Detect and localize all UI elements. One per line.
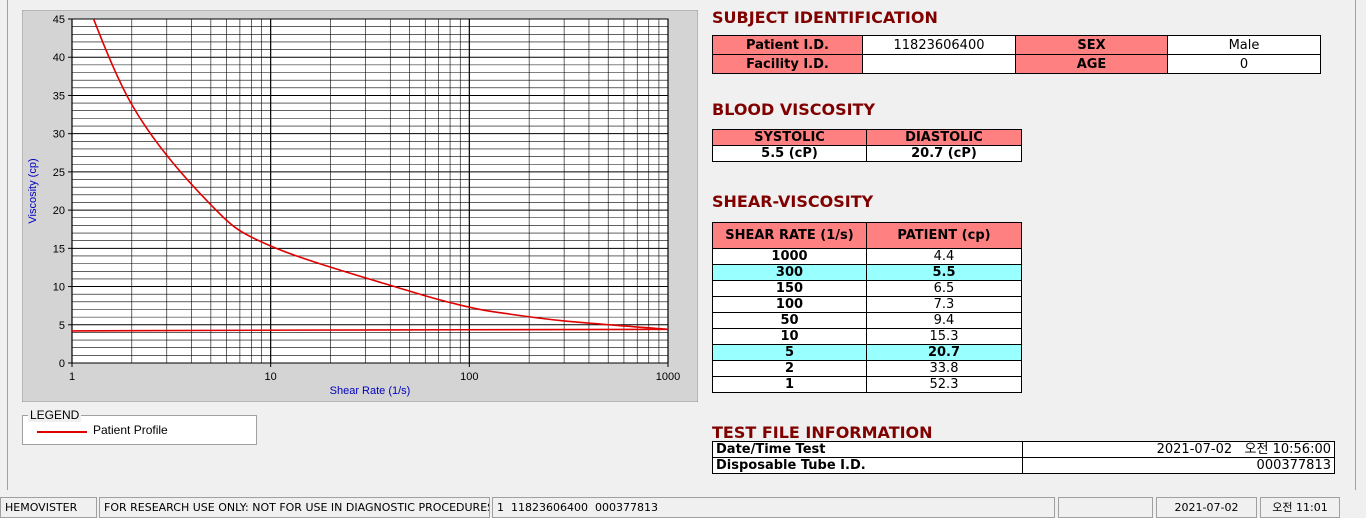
table-cell: 10 (712, 328, 867, 345)
status-panel: FOR RESEARCH USE ONLY: NOT FOR USE IN DI… (99, 497, 490, 518)
y-tick-label: 25 (53, 167, 65, 179)
table-cell: AGE (1015, 54, 1168, 74)
y-tick-label: 0 (59, 358, 65, 370)
y-tick-label: 10 (53, 282, 65, 294)
status-panel: 2021-07-02 (1156, 497, 1257, 518)
status-panel: 1 11823606400 000377813 (492, 497, 1055, 518)
left-border (7, 0, 8, 490)
table-cell: 6.5 (866, 280, 1022, 297)
legend-label: Patient Profile (93, 423, 168, 437)
section-title: SUBJECT IDENTIFICATION (712, 8, 938, 27)
y-tick-label: 15 (53, 243, 65, 255)
table-cell: PATIENT (cp) (866, 222, 1022, 249)
table-cell (862, 54, 1016, 74)
table-cell: Facility I.D. (712, 54, 863, 74)
table-cell: 300 (712, 264, 867, 281)
table-cell: DIASTOLIC (866, 129, 1022, 146)
legend: LEGEND Patient Profile (22, 408, 257, 445)
table-cell: 1000 (712, 248, 867, 265)
legend-title: LEGEND (28, 408, 82, 422)
y-tick-label: 40 (53, 52, 65, 64)
x-tick-label: 1000 (656, 371, 680, 383)
y-tick-label: 45 (53, 14, 65, 26)
table-cell: 0 (1167, 54, 1321, 74)
x-tick-label: 1 (69, 371, 75, 383)
table-cell: 50 (712, 312, 867, 329)
table-cell: 5 (712, 344, 867, 361)
table-cell: 5.5 (866, 264, 1022, 281)
x-tick-label: 10 (265, 371, 277, 383)
y-tick-label: 20 (53, 205, 65, 217)
table-cell: SYSTOLIC (712, 129, 867, 146)
table-cell: 20.7 (866, 344, 1022, 361)
table-cell: 33.8 (866, 360, 1022, 377)
table-cell: 5.5 (cP) (712, 145, 867, 162)
y-tick-label: 30 (53, 129, 65, 141)
table-cell: 000377813 (1022, 457, 1335, 474)
y-tick-label: 35 (53, 90, 65, 102)
table-cell: Male (1167, 35, 1321, 55)
plot-area (72, 19, 668, 363)
x-axis-label: Shear Rate (1/s) (330, 385, 411, 397)
y-tick-label: 5 (59, 320, 65, 332)
chart: Viscosity (cp) Shear Rate (1/s) 0 5 10 15 20… (22, 10, 698, 402)
table-cell: 7.3 (866, 296, 1022, 313)
series-line (72, 328, 668, 332)
status-panel: 오전 11:01 (1260, 497, 1340, 518)
table-cell: 4.4 (866, 248, 1022, 265)
x-tick-label: 100 (460, 371, 478, 383)
table-cell: Date/Time Test (712, 441, 1023, 458)
table-cell: 52.3 (866, 376, 1022, 393)
table-cell: Disposable Tube I.D. (712, 457, 1023, 474)
series-group (72, 19, 668, 332)
table-cell: 11823606400 (862, 35, 1016, 55)
section-title: TEST FILE INFORMATION (712, 423, 933, 442)
table-cell: 2 (712, 360, 867, 377)
table-cell: 2021-07-02 오전 10:56:00 (1022, 441, 1335, 458)
series-line (92, 19, 668, 331)
y-axis-label: Viscosity (cp) (27, 158, 39, 223)
section-title: BLOOD VISCOSITY (712, 100, 876, 119)
table-cell: 20.7 (cP) (866, 145, 1022, 162)
right-border (1355, 0, 1356, 490)
table-cell: SHEAR RATE (1/s) (712, 222, 867, 249)
section-title: SHEAR-VISCOSITY (712, 192, 874, 211)
status-panel (1058, 497, 1153, 518)
table-cell: 100 (712, 296, 867, 313)
table-cell: Patient I.D. (712, 35, 863, 55)
table-cell: SEX (1015, 35, 1168, 55)
legend-swatch (37, 431, 87, 433)
table-cell: 1 (712, 376, 867, 393)
status-panel: HEMOVISTER (0, 497, 97, 518)
plot-frame (71, 18, 669, 364)
table-cell: 150 (712, 280, 867, 297)
table-cell: 9.4 (866, 312, 1022, 329)
table-cell: 15.3 (866, 328, 1022, 345)
